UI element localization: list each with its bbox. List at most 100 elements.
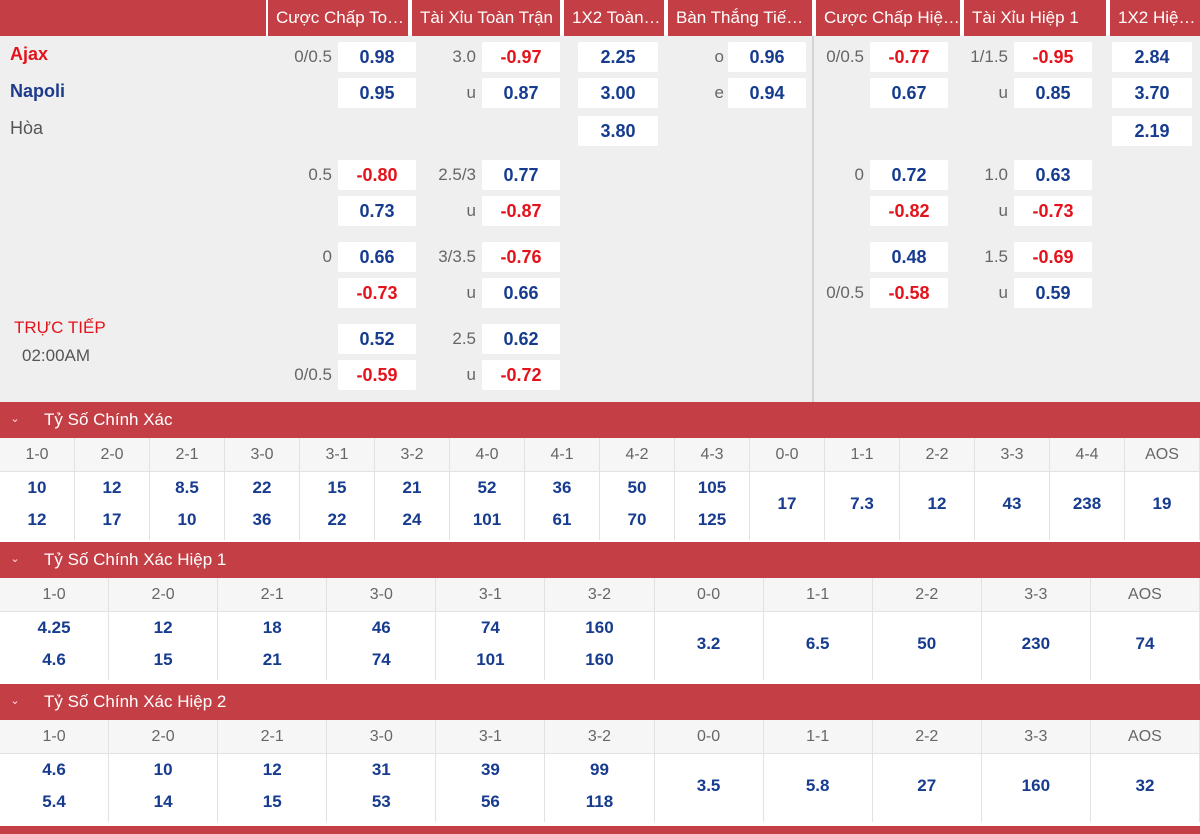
score-odd-home[interactable]: 52 xyxy=(477,478,497,497)
score-odd-home[interactable]: 74 xyxy=(480,618,500,637)
odds-button[interactable]: 0.98 xyxy=(338,42,416,72)
score-odd-away[interactable]: 36 xyxy=(252,510,272,529)
score-odds-cell[interactable]: 39 56 xyxy=(436,754,546,822)
market-header[interactable]: Tài Xỉu Hiệp 1 xyxy=(962,0,1106,36)
score-odd-away[interactable]: 56 xyxy=(480,792,500,811)
score-odd[interactable]: 7.3 xyxy=(850,494,874,513)
score-odd-home[interactable]: 39 xyxy=(480,760,500,779)
score-odd[interactable]: 3.5 xyxy=(696,776,721,795)
score-odds-cell[interactable]: 50 70 xyxy=(600,472,675,540)
odds-button[interactable]: 0.95 xyxy=(338,78,416,108)
market-header[interactable]: 1X2 Hiệp 1 xyxy=(1108,0,1200,36)
section-header[interactable]: ⌄ Tỷ Số Chính Xác Hiệp 1 xyxy=(0,542,1200,578)
odds-button[interactable]: 0.66 xyxy=(338,242,416,272)
odds-button[interactable]: -0.80 xyxy=(338,160,416,190)
chevron-down-icon[interactable]: ⌄ xyxy=(10,413,20,425)
odds-button[interactable]: -0.87 xyxy=(482,196,560,226)
section-header[interactable]: ⌄ Tỷ Số Chính Xác Hiệp 2 xyxy=(0,684,1200,720)
score-odd-away[interactable]: 160 xyxy=(585,650,614,669)
score-odds-cell[interactable]: 105 125 xyxy=(675,472,750,540)
score-odd-away[interactable]: 15 xyxy=(262,792,282,811)
odds-button[interactable]: 2.84 xyxy=(1112,42,1192,72)
home-team-name[interactable]: Ajax xyxy=(10,44,49,64)
odds-button[interactable]: 0.62 xyxy=(482,324,560,354)
score-odd[interactable]: 27 xyxy=(917,776,937,795)
score-odd[interactable]: 32 xyxy=(1135,776,1155,795)
market-header[interactable]: Tài Xỉu Toàn Trận xyxy=(410,0,560,36)
odds-button[interactable]: -0.77 xyxy=(870,42,948,72)
score-odds-cell[interactable]: 12 xyxy=(900,472,975,540)
score-odd-away[interactable]: 12 xyxy=(27,510,47,529)
score-odd[interactable]: 74 xyxy=(1135,634,1155,653)
odds-button[interactable]: 3.00 xyxy=(578,78,658,108)
odds-button[interactable]: 0.48 xyxy=(870,242,948,272)
score-odd-home[interactable]: 18 xyxy=(262,618,282,637)
odds-button[interactable]: -0.95 xyxy=(1014,42,1092,72)
odds-button[interactable]: -0.59 xyxy=(338,360,416,390)
section-header[interactable]: ⌄ Tỷ Số Chính Xác xyxy=(0,402,1200,438)
odds-button[interactable]: 0.59 xyxy=(1014,278,1092,308)
score-odd-away[interactable]: 101 xyxy=(476,650,505,669)
score-odds-cell[interactable]: 238 xyxy=(1050,472,1125,540)
score-odds-cell[interactable]: 21 24 xyxy=(375,472,450,540)
away-team-name[interactable]: Napoli xyxy=(10,81,66,101)
odds-button[interactable]: 0.63 xyxy=(1014,160,1092,190)
score-odds-cell[interactable]: 12 15 xyxy=(218,754,328,822)
score-odd-home[interactable]: 46 xyxy=(371,618,391,637)
score-odd-away[interactable]: 118 xyxy=(585,792,614,811)
score-odd-away[interactable]: 74 xyxy=(371,650,391,669)
score-odds-cell[interactable]: 99 118 xyxy=(545,754,655,822)
score-odds-cell[interactable]: 8.5 10 xyxy=(150,472,225,540)
score-odd-away[interactable]: 21 xyxy=(262,650,282,669)
odds-button[interactable]: 0.87 xyxy=(482,78,560,108)
odds-button[interactable]: 0.96 xyxy=(728,42,806,72)
chevron-down-icon[interactable]: ⌄ xyxy=(10,695,20,707)
market-header[interactable]: Cược Chấp Toàn Trận xyxy=(266,0,408,36)
score-odd-home[interactable]: 31 xyxy=(371,760,391,779)
score-odds-cell[interactable]: 36 61 xyxy=(525,472,600,540)
score-odd-home[interactable]: 8.5 xyxy=(175,478,199,497)
score-odd-home[interactable]: 10 xyxy=(27,478,47,497)
score-odds-cell[interactable]: 43 xyxy=(975,472,1050,540)
odds-button[interactable]: 0.66 xyxy=(482,278,560,308)
score-odds-cell[interactable]: 3.2 xyxy=(655,612,764,680)
score-odd[interactable]: 160 xyxy=(1021,776,1051,795)
score-odds-cell[interactable]: 160 xyxy=(982,754,1091,822)
score-odd[interactable]: 230 xyxy=(1021,634,1051,653)
score-odds-cell[interactable]: 160 160 xyxy=(545,612,655,680)
score-odds-cell[interactable]: 17 xyxy=(750,472,825,540)
score-odd-home[interactable]: 50 xyxy=(627,478,647,497)
score-odd[interactable]: 12 xyxy=(927,494,947,513)
odds-button[interactable]: -0.82 xyxy=(870,196,948,226)
score-odd-home[interactable]: 10 xyxy=(153,760,173,779)
score-odds-cell[interactable]: 22 36 xyxy=(225,472,300,540)
score-odd-home[interactable]: 15 xyxy=(327,478,347,497)
score-odd-away[interactable]: 70 xyxy=(627,510,647,529)
score-odds-cell[interactable]: 15 22 xyxy=(300,472,375,540)
market-header[interactable]: Bàn Thắng Tiếp Theo xyxy=(666,0,812,36)
score-odd[interactable]: 50 xyxy=(917,634,937,653)
odds-button[interactable]: -0.72 xyxy=(482,360,560,390)
odds-button[interactable]: 0.67 xyxy=(870,78,948,108)
market-header[interactable]: Cược Chấp Hiệp 1 xyxy=(814,0,960,36)
score-odd-away[interactable]: 15 xyxy=(153,650,173,669)
odds-button[interactable]: -0.69 xyxy=(1014,242,1092,272)
odds-button[interactable]: 0.73 xyxy=(338,196,416,226)
odds-button[interactable]: 2.19 xyxy=(1112,116,1192,146)
odds-button[interactable]: 0.85 xyxy=(1014,78,1092,108)
odds-button[interactable]: -0.58 xyxy=(870,278,948,308)
score-odds-cell[interactable]: 27 xyxy=(873,754,982,822)
score-odd-home[interactable]: 105 xyxy=(697,478,727,497)
score-odds-cell[interactable]: 12 15 xyxy=(109,612,219,680)
score-odd-home[interactable]: 4.6 xyxy=(42,760,66,779)
score-odd-home[interactable]: 22 xyxy=(252,478,272,497)
score-odd[interactable]: 19 xyxy=(1152,494,1172,513)
score-odds-cell[interactable]: 52 101 xyxy=(450,472,525,540)
score-odd-away[interactable]: 61 xyxy=(552,510,572,529)
score-odd-home[interactable]: 4.25 xyxy=(37,618,71,637)
odds-button[interactable]: 0.77 xyxy=(482,160,560,190)
score-odd-away[interactable]: 24 xyxy=(402,510,422,529)
score-odds-cell[interactable]: 18 21 xyxy=(218,612,328,680)
odds-button[interactable]: -0.73 xyxy=(338,278,416,308)
score-odds-cell[interactable]: 74 101 xyxy=(436,612,546,680)
